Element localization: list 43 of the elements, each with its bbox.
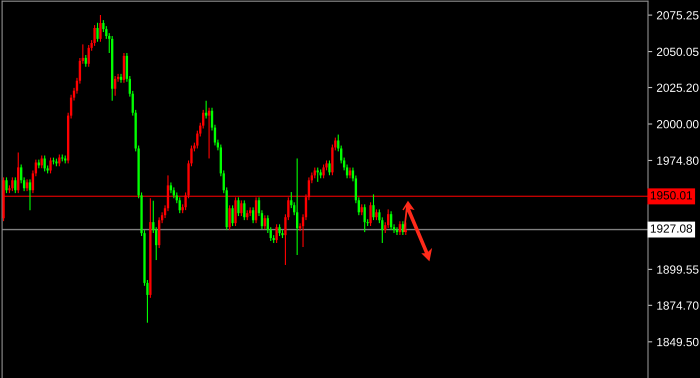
candlestick [172,186,176,199]
candlestick [61,154,64,162]
candlestick [390,210,392,231]
candlestick [114,75,116,96]
candlestick [314,167,316,179]
candlestick [64,155,66,164]
candlestick [228,204,231,231]
candlestick [43,155,46,172]
candlestick [84,54,87,68]
candlestick [240,200,243,217]
candlestick [398,220,402,236]
candlestick [316,167,319,182]
candlestick [387,208,390,229]
ref-line-label: 1950.01 [650,191,692,200]
candlestick [402,220,404,236]
y-tick-label: 1874.70 [657,301,699,310]
y-tick-label: 1849.50 [657,338,699,346]
y-tick-label: 2050.05 [656,48,699,56]
candlestick [264,214,266,230]
candlestick [17,152,20,194]
candlestick [275,224,278,244]
candlestick [88,44,90,68]
candlestick [243,200,246,221]
ref-line-label: 1927.08 [650,224,692,233]
candlestick [246,210,248,221]
candlestick [322,164,325,179]
candlestick [208,107,210,160]
candlestick [252,206,254,224]
candlestick [58,154,61,167]
y-tick-label: 1899.55 [657,265,699,274]
candlestick [204,100,208,120]
y-tick-label: 2075.25 [656,11,699,20]
candlestick [11,176,14,192]
y-tick-label: 2025.20 [656,84,699,92]
candlestick [178,196,181,214]
candlestick [40,155,43,169]
candlestick [364,204,366,233]
y-tick-label: 2000.00 [656,120,699,128]
candlestick [360,204,363,216]
candlestick [38,159,40,169]
candlestick [14,176,16,194]
candlestick [296,158,298,256]
y-tick-label: 1974.80 [657,156,699,165]
